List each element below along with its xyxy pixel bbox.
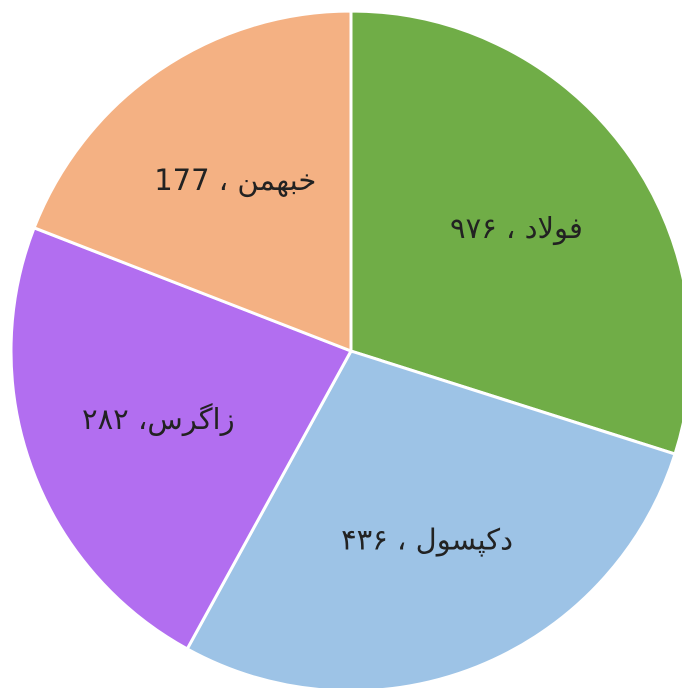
slice-label: زاگرس، ۲۸۲ [82, 402, 235, 436]
slice-label: فولاد ، ۹۷۶ [450, 211, 583, 245]
pie-slice [32, 9, 353, 354]
pie-slice [185, 349, 677, 688]
pie-slice [349, 9, 682, 456]
slice-label: خبهمن ، 177 [154, 163, 316, 197]
pie-slice [9, 225, 354, 651]
slice-label: دکپسول ، ۴۳۶ [341, 522, 513, 557]
